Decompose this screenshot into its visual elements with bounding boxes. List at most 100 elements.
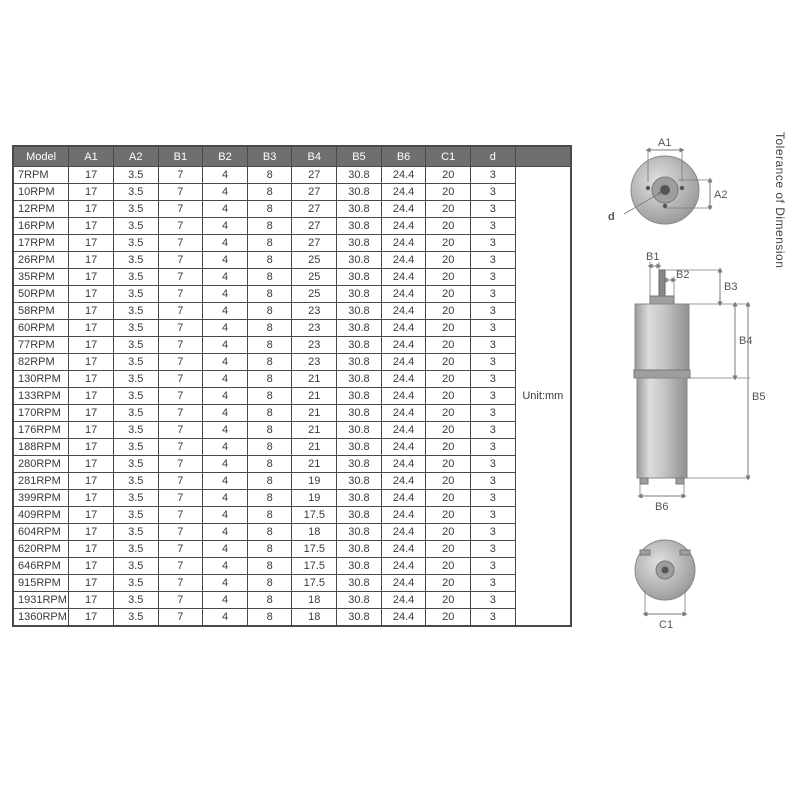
cell-value: 24.4 (381, 354, 426, 371)
cell-value: 3 (471, 218, 516, 235)
cell-value: 3.5 (113, 371, 158, 388)
cell-value: 30.8 (337, 473, 382, 490)
cell-value: 8 (247, 388, 292, 405)
cell-value: 20 (426, 320, 471, 337)
cell-value: 21 (292, 405, 337, 422)
cell-value: 20 (426, 235, 471, 252)
cell-value: 3 (471, 354, 516, 371)
cell-value: 30.8 (337, 388, 382, 405)
cell-value: 17 (69, 201, 114, 218)
cell-value: 30.8 (337, 201, 382, 218)
cell-value: 20 (426, 167, 471, 184)
cell-value: 17 (69, 388, 114, 405)
cell-value: 30.8 (337, 439, 382, 456)
cell-value: 24.4 (381, 456, 426, 473)
cell-value: 4 (203, 490, 248, 507)
col-header-d: d (471, 147, 516, 167)
cell-value: 4 (203, 235, 248, 252)
cell-value: 3 (471, 558, 516, 575)
col-header-A1: A1 (69, 147, 114, 167)
cell-value: 3.5 (113, 303, 158, 320)
cell-value: 3 (471, 303, 516, 320)
cell-value: 4 (203, 558, 248, 575)
cell-value: 30.8 (337, 575, 382, 592)
cell-value: 8 (247, 422, 292, 439)
cell-value: 20 (426, 473, 471, 490)
cell-value: 25 (292, 252, 337, 269)
cell-value: 30.8 (337, 167, 382, 184)
cell-model: 7RPM (14, 167, 69, 184)
cell-value: 8 (247, 354, 292, 371)
cell-value: 23 (292, 337, 337, 354)
cell-value: 3.5 (113, 575, 158, 592)
cell-value: 7 (158, 286, 203, 303)
cell-value: 30.8 (337, 422, 382, 439)
cell-value: 24.4 (381, 303, 426, 320)
cell-value: 7 (158, 167, 203, 184)
cell-value: 20 (426, 524, 471, 541)
cell-value: 3.5 (113, 167, 158, 184)
cell-value: 17 (69, 507, 114, 524)
cell-value: 27 (292, 235, 337, 252)
table-row: 130RPM173.57482130.824.4203 (14, 371, 571, 388)
cell-model: 16RPM (14, 218, 69, 235)
cell-value: 4 (203, 524, 248, 541)
top-view: A1 A2 d (608, 137, 727, 224)
cell-value: 21 (292, 388, 337, 405)
cell-value: 27 (292, 184, 337, 201)
cell-model: 17RPM (14, 235, 69, 252)
cell-value: 8 (247, 252, 292, 269)
cell-value: 17 (69, 371, 114, 388)
cell-value: 3 (471, 575, 516, 592)
cell-value: 20 (426, 286, 471, 303)
cell-value: 8 (247, 371, 292, 388)
cell-value: 4 (203, 218, 248, 235)
cell-value: 19 (292, 490, 337, 507)
cell-value: 8 (247, 592, 292, 609)
cell-value: 17 (69, 456, 114, 473)
spec-table-head: ModelA1A2B1B2B3B4B5B6C1d (14, 147, 571, 167)
cell-value: 24.4 (381, 252, 426, 269)
cell-value: 8 (247, 524, 292, 541)
cell-value: 3 (471, 235, 516, 252)
cell-value: 4 (203, 184, 248, 201)
unit-cell: Unit:mm (515, 167, 570, 626)
cell-value: 7 (158, 439, 203, 456)
cell-value: 3.5 (113, 507, 158, 524)
cell-value: 8 (247, 558, 292, 575)
dim-B3: B3 (724, 281, 737, 293)
cell-value: 3 (471, 252, 516, 269)
cell-value: 8 (247, 320, 292, 337)
cell-value: 27 (292, 167, 337, 184)
cell-value: 7 (158, 541, 203, 558)
cell-value: 21 (292, 439, 337, 456)
spec-table-wrap: ModelA1A2B1B2B3B4B5B6C1d 7RPM173.5748273… (12, 145, 572, 627)
table-row: 10RPM173.57482730.824.4203 (14, 184, 571, 201)
cell-model: 280RPM (14, 456, 69, 473)
cell-value: 8 (247, 235, 292, 252)
cell-value: 30.8 (337, 558, 382, 575)
cell-model: 60RPM (14, 320, 69, 337)
cell-value: 7 (158, 235, 203, 252)
cell-value: 30.8 (337, 507, 382, 524)
cell-model: 1360RPM (14, 609, 69, 626)
cell-model: 77RPM (14, 337, 69, 354)
table-row: 16RPM173.57482730.824.4203 (14, 218, 571, 235)
cell-value: 3 (471, 490, 516, 507)
table-row: 281RPM173.57481930.824.4203 (14, 473, 571, 490)
cell-value: 8 (247, 405, 292, 422)
cell-value: 3.5 (113, 184, 158, 201)
cell-value: 24.4 (381, 473, 426, 490)
cell-model: 1931RPM (14, 592, 69, 609)
cell-model: 188RPM (14, 439, 69, 456)
cell-value: 30.8 (337, 371, 382, 388)
cell-value: 24.4 (381, 405, 426, 422)
cell-value: 3 (471, 405, 516, 422)
cell-value: 20 (426, 337, 471, 354)
cell-value: 20 (426, 184, 471, 201)
cell-value: 17.5 (292, 541, 337, 558)
cell-value: 7 (158, 201, 203, 218)
cell-value: 8 (247, 473, 292, 490)
cell-value: 24.4 (381, 592, 426, 609)
cell-value: 30.8 (337, 218, 382, 235)
